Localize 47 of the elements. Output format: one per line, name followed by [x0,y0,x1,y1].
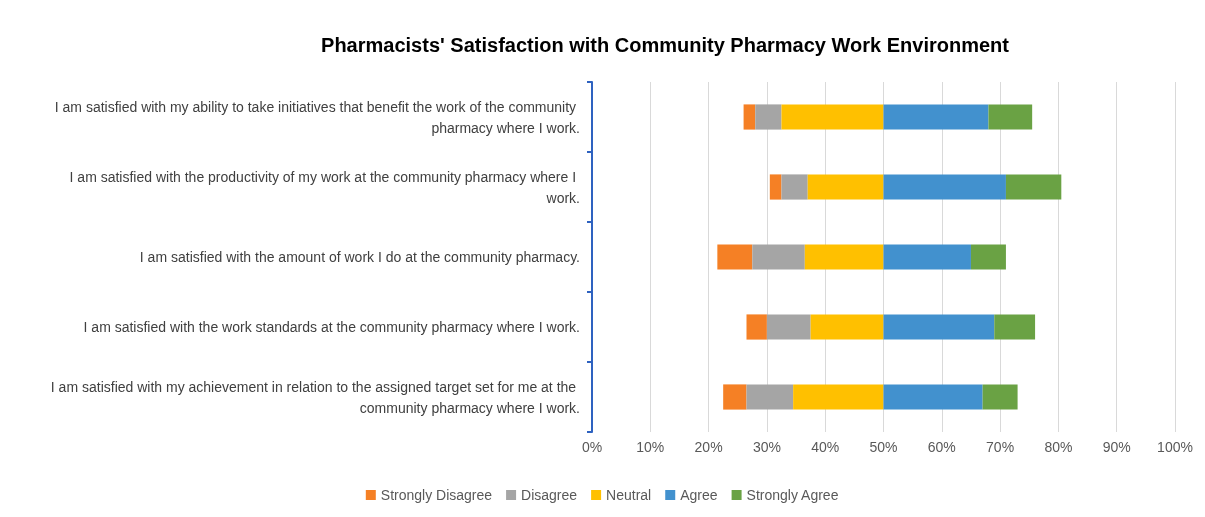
x-tick-label: 60% [927,439,956,455]
bar [723,384,747,410]
bar [994,314,1036,340]
bar [883,104,989,130]
bar [752,244,805,270]
bar [746,314,767,340]
bar [883,384,983,410]
x-tick-label: 70% [986,439,1015,455]
legend-label: Disagree [521,487,578,503]
legend-label: Strongly Agree [746,487,839,503]
legend-label: Strongly Disagree [380,487,493,503]
x-tick-label: 20% [694,439,723,455]
y-tick-label: I am satisfied with the productivity of my work at the community pharmacy where I work. [69,168,580,206]
legend-label: Neutral [606,487,652,503]
bar [766,314,811,340]
x-tick-label: 10% [636,439,665,455]
y-tick-label: I am satisfied with my achievement in relation to the assigned target set for me at the community pharmacy where I work. [50,378,580,416]
bar [781,174,808,200]
bar [793,384,884,410]
bar [1005,174,1062,200]
bar [717,244,753,270]
bar [781,104,884,130]
y-tick-label: I am satisfied with the work standards at the community pharmacy where I work. [83,319,580,335]
x-tick-label: 50% [869,439,898,455]
legend-label: Agree [680,487,718,503]
x-tick-label: 90% [1102,439,1131,455]
bar [988,104,1033,130]
x-tick-label: 40% [811,439,840,455]
bar [982,384,1018,410]
x-tick-label: 80% [1044,439,1073,455]
bar [746,384,794,410]
x-tick-label: 30% [752,439,781,455]
x-tick-label: 0% [581,439,603,455]
bar [755,104,782,130]
bar [883,314,995,340]
bar [970,244,1006,270]
bar [769,174,782,200]
y-tick-label: I am satisfied with my ability to take initiatives that benefit the work of the community pharmacy where I work. [54,98,580,136]
bar [743,104,756,130]
bar [810,314,884,340]
bar [807,174,884,200]
chart-title: Pharmacists' Satisfaction with Community Pharmacy Work Environment [321,34,1010,56]
y-tick-label: I am satisfied with the amount of work I do at the community pharmacy. [139,249,580,265]
bar [883,174,1006,200]
bar [883,244,971,270]
x-tick-label: 100% [1157,439,1193,455]
bar [804,244,884,270]
